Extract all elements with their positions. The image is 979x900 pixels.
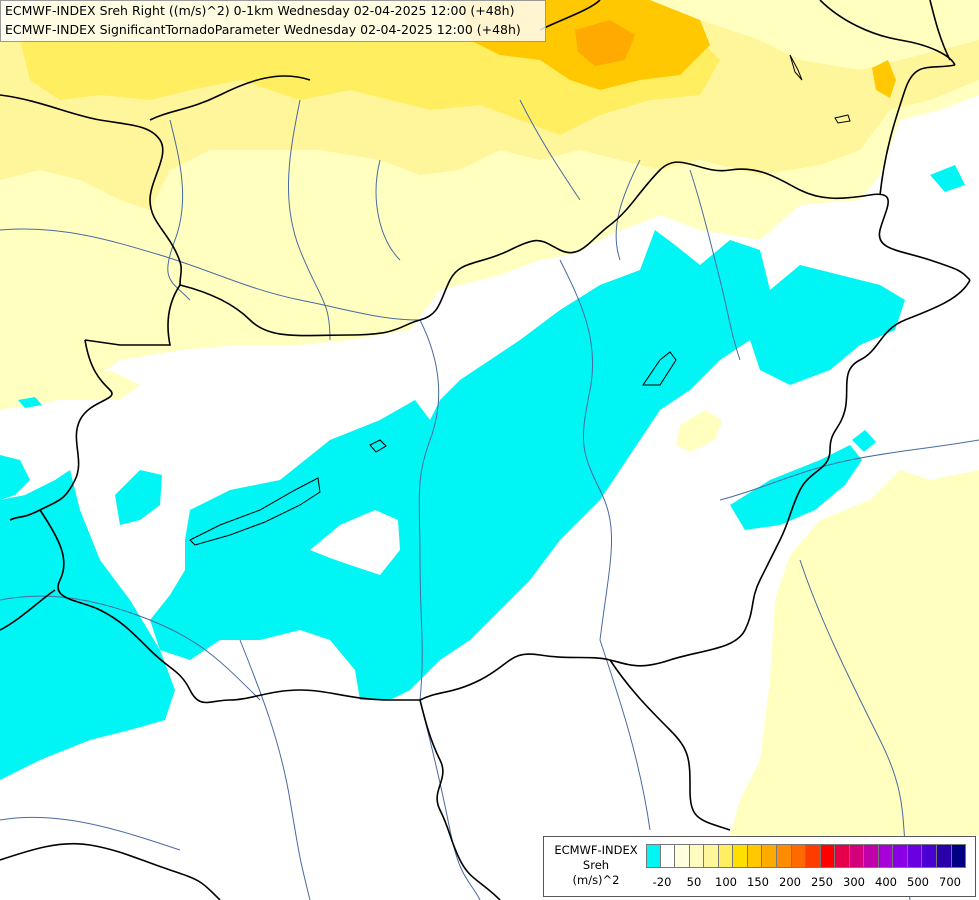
- legend-tick-label: 500: [907, 875, 929, 889]
- legend-swatch: [849, 845, 865, 867]
- legend-swatch: [951, 845, 967, 867]
- cyan-spot-east: [852, 430, 876, 452]
- map-title-line-1: ECMWF-INDEX Sreh Right ((m/s)^2) 0-1km W…: [5, 3, 515, 18]
- legend-swatch: [806, 845, 821, 867]
- legend-swatch: [689, 845, 705, 867]
- legend-swatch: [762, 845, 778, 867]
- legend-tick-label: 200: [779, 875, 801, 889]
- cyan-field-central: [150, 230, 905, 700]
- legend-swatch: [907, 845, 923, 867]
- rivers: [0, 99, 979, 900]
- legend-tick-label: 300: [843, 875, 865, 889]
- cyan-field-west: [0, 470, 175, 780]
- lake-small-ne: [789, 54, 803, 81]
- pale-yellow-spot-center: [676, 410, 722, 452]
- legend-title-line: ECMWF-INDEX: [554, 843, 638, 857]
- cyan-field-west-small: [115, 470, 162, 525]
- pale-yellow-field-southeast: [730, 470, 979, 835]
- cyan-spot-northwest: [18, 397, 42, 408]
- lake-small-north: [369, 439, 387, 453]
- legend-tick-label: 50: [686, 875, 702, 889]
- legend-swatch: [791, 845, 807, 867]
- legend-tick-label: 100: [715, 875, 737, 889]
- legend-swatch: [864, 845, 879, 867]
- legend-color-swatches: [646, 844, 967, 868]
- legend-swatch: [704, 845, 719, 867]
- legend-swatch: [937, 845, 952, 867]
- legend-tick-labels: -20 50 100 150 200 250 300 400 500 700: [646, 875, 976, 891]
- orange-peak: [575, 20, 635, 66]
- cyan-field-east: [730, 445, 862, 530]
- legend-swatch: [675, 845, 690, 867]
- legend-tick-label: 400: [875, 875, 897, 889]
- lake-small-east: [642, 351, 677, 386]
- legend-swatch: [835, 845, 850, 867]
- legend-tick-label: 150: [747, 875, 769, 889]
- legend-tick-label: 250: [811, 875, 833, 889]
- pale-yellow-spot-south: [860, 555, 910, 670]
- lake-balaton: [189, 477, 321, 546]
- orange-spot-east: [872, 60, 896, 98]
- legend-tick-label: -20: [652, 875, 672, 889]
- legend-tick-label: 700: [939, 875, 961, 889]
- legend-swatch: [893, 845, 908, 867]
- lake-small-ne2: [834, 114, 851, 124]
- legend-swatch: [747, 845, 763, 867]
- legend-swatch: [777, 845, 792, 867]
- legend-swatch: [660, 845, 676, 867]
- legend-title-line: (m/s)^2: [572, 873, 620, 887]
- legend-swatch: [820, 845, 836, 867]
- legend-title-line: Sreh: [582, 858, 610, 872]
- legend-swatch: [922, 845, 938, 867]
- legend-swatch: [718, 845, 734, 867]
- cyan-field-far-west: [0, 455, 30, 500]
- legend-swatch: [733, 845, 748, 867]
- legend-swatch: [646, 845, 661, 867]
- white-hole-central: [310, 510, 400, 575]
- legend-swatch: [878, 845, 894, 867]
- map-title-line-2: ECMWF-INDEX SignificantTornadoParameter …: [5, 22, 521, 37]
- color-legend: ECMWF-INDEX Sreh (m/s)^2 -20 50 100 150 200 2…: [543, 836, 976, 897]
- legend-title: ECMWF-INDEX Sreh (m/s)^2: [548, 843, 644, 888]
- map-title-box: ECMWF-INDEX Sreh Right ((m/s)^2) 0-1km W…: [0, 0, 546, 42]
- cyan-spot-northeast: [930, 165, 965, 192]
